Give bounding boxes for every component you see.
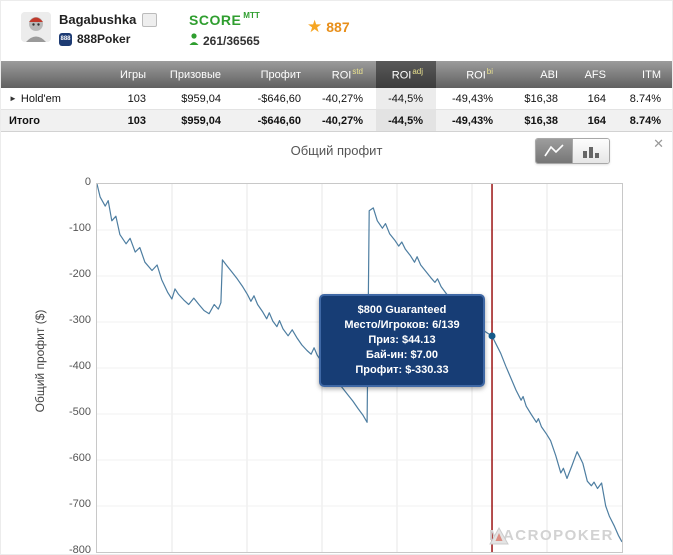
chart-title: Общий профит bbox=[290, 143, 383, 158]
cell-afs: 164 bbox=[587, 92, 606, 105]
line-chart-toggle[interactable] bbox=[536, 139, 572, 163]
stats-table: Игры Призовые Профит ROIstd ROIadj ROIbi… bbox=[1, 61, 672, 132]
cell-prizes: $959,04 bbox=[181, 114, 221, 127]
y-axis-title: Общий профит ($) bbox=[33, 309, 47, 413]
star-count: 887 bbox=[326, 18, 350, 35]
total-label: Итого bbox=[9, 114, 41, 127]
watermark-text: MACROPOKER bbox=[488, 527, 614, 544]
game-type-label: Hold'em bbox=[20, 92, 61, 105]
score-block: SCORE MTT 261/36565 bbox=[189, 11, 297, 50]
site-name: 888Poker bbox=[77, 32, 131, 46]
cell-roi-adj: -44,5% bbox=[376, 109, 436, 132]
y-tick-label: -300 bbox=[68, 314, 91, 326]
site-logo-icon: 888 bbox=[59, 32, 72, 46]
tooltip-line: Бай-ин: $7.00 bbox=[365, 349, 439, 361]
profit-chart-svg bbox=[97, 184, 622, 552]
line-chart-icon bbox=[544, 144, 564, 157]
tooltip-line: Место/Игроков: 6/139 bbox=[344, 319, 460, 331]
table-row-holdem[interactable]: ► Hold'em 103 $959,04 -$646,60 -40,27% -4… bbox=[1, 88, 672, 110]
tournament-tooltip: $800 Guaranteed Место/Игроков: 6/139 При… bbox=[319, 294, 485, 387]
col-header-roi-bi[interactable]: ROIbi bbox=[436, 61, 506, 88]
bar-chart-toggle[interactable] bbox=[572, 139, 609, 163]
cell-prizes: $959,04 bbox=[181, 92, 221, 105]
tooltip-line: Приз: $44.13 bbox=[368, 334, 436, 346]
cell-games: 103 bbox=[127, 114, 146, 127]
tooltip-title: $800 Guaranteed bbox=[357, 304, 447, 316]
col-header-profit[interactable]: Профит bbox=[234, 61, 314, 88]
y-tick-label: -100 bbox=[68, 222, 91, 234]
cell-afs: 164 bbox=[587, 114, 606, 127]
col-header-name[interactable] bbox=[1, 61, 111, 88]
cell-roi-std: -40,27% bbox=[322, 114, 363, 127]
col-header-afs[interactable]: AFS bbox=[571, 61, 619, 88]
col-header-abi[interactable]: ABI bbox=[506, 61, 571, 88]
selected-point-dot bbox=[488, 332, 496, 340]
cell-roi-bi: -49,43% bbox=[452, 114, 493, 127]
y-tick-label: 0 bbox=[84, 176, 91, 188]
cell-itm: 8.74% bbox=[629, 114, 661, 127]
cell-profit: -$646,60 bbox=[257, 114, 301, 127]
cell-abi: $16,38 bbox=[524, 114, 558, 127]
player-note-icon[interactable] bbox=[142, 12, 158, 27]
col-header-itm[interactable]: ITM bbox=[619, 61, 672, 88]
cell-roi-adj: -44,5% bbox=[376, 88, 436, 110]
y-tick-label: -200 bbox=[68, 268, 91, 280]
macropoker-logo-icon bbox=[489, 527, 509, 545]
plot-area[interactable]: $800 Guaranteed Место/Игроков: 6/139 При… bbox=[96, 183, 623, 553]
profit-chart-panel: Общий профит ✕ Общий профит ($) 0 -100 -20… bbox=[1, 133, 672, 554]
cell-games: 103 bbox=[127, 92, 146, 105]
score-rank: 261/36565 bbox=[203, 34, 260, 48]
y-tick-label: -800 bbox=[68, 544, 91, 555]
cell-abi: $16,38 bbox=[524, 92, 558, 105]
player-avatar bbox=[21, 12, 51, 42]
cell-roi-bi: -49,43% bbox=[452, 92, 493, 105]
bar-chart-icon bbox=[583, 147, 599, 158]
expand-row-icon[interactable]: ► bbox=[9, 93, 17, 103]
score-label: SCORE bbox=[189, 12, 242, 28]
rank-person-icon bbox=[189, 32, 199, 50]
watermark: MACROPOKER bbox=[488, 527, 614, 545]
cell-itm: 8.74% bbox=[629, 92, 661, 105]
chart-type-toggle-group bbox=[535, 138, 610, 164]
score-type-label: MTT bbox=[243, 11, 260, 20]
y-tick-label: -700 bbox=[68, 498, 91, 510]
player-header: Bagabushka 888 888Poker SCORE MTT 261/36… bbox=[1, 1, 672, 61]
tooltip-line: Профит: $-330.33 bbox=[355, 364, 449, 376]
col-header-prizes[interactable]: Призовые bbox=[159, 61, 234, 88]
y-tick-label: -400 bbox=[68, 360, 91, 372]
cell-profit: -$646,60 bbox=[257, 92, 301, 105]
profit-line-series bbox=[97, 184, 622, 543]
stars-block: ★ 887 bbox=[307, 18, 350, 35]
col-header-roi-std[interactable]: ROIstd bbox=[314, 61, 376, 88]
player-name: Bagabushka bbox=[59, 12, 137, 27]
table-header-row: Игры Призовые Профит ROIstd ROIadj ROIbi… bbox=[1, 61, 672, 88]
col-header-games[interactable]: Игры bbox=[111, 61, 159, 88]
y-tick-label: -600 bbox=[68, 452, 91, 464]
col-header-roi-adj[interactable]: ROIadj bbox=[376, 61, 436, 88]
table-row-total: Итого 103 $959,04 -$646,60 -40,27% -44,5… bbox=[1, 109, 672, 132]
close-icon[interactable]: ✕ bbox=[653, 136, 664, 151]
cell-roi-std: -40,27% bbox=[322, 92, 363, 105]
player-block: Bagabushka 888 888Poker bbox=[21, 12, 189, 46]
y-tick-label: -500 bbox=[68, 406, 91, 418]
star-icon: ★ bbox=[307, 17, 323, 36]
